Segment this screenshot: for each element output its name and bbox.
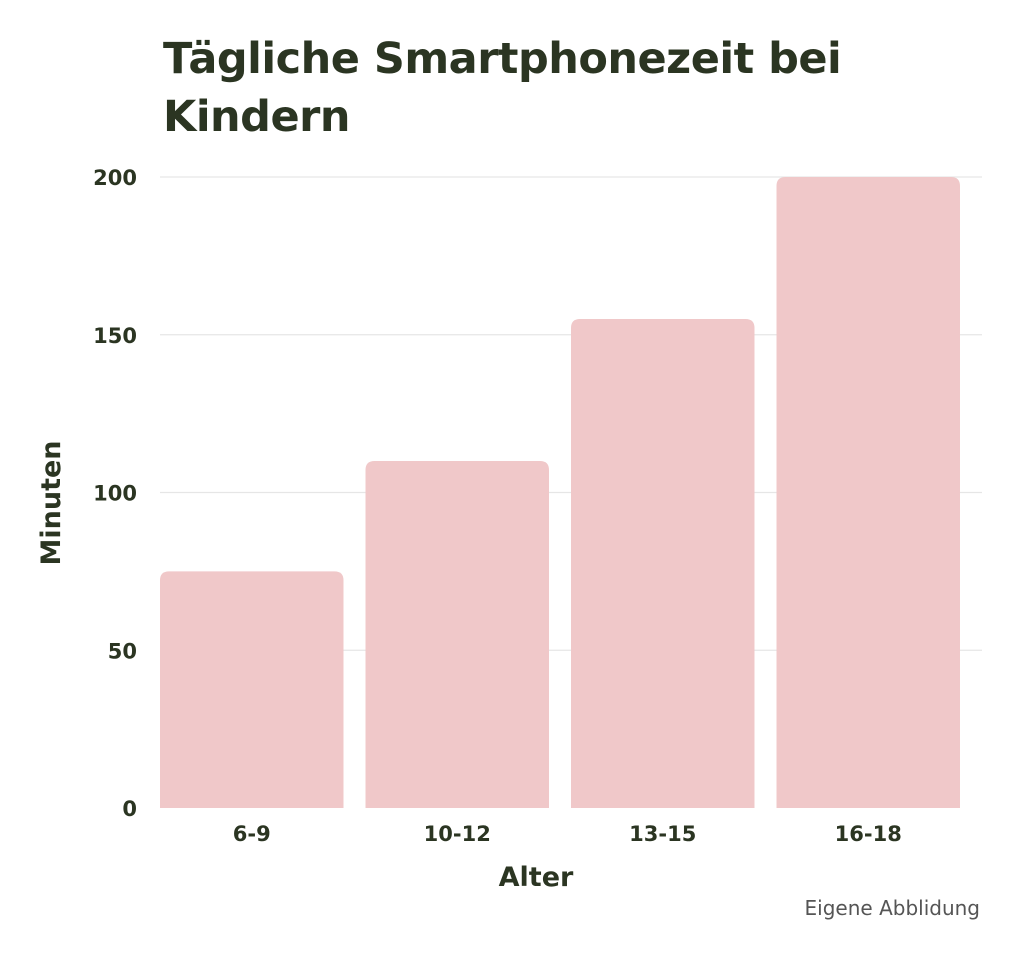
bar-6-9 — [160, 571, 344, 808]
y-tick-label: 0 — [122, 797, 137, 821]
x-axis-title: Alter — [499, 862, 574, 893]
x-tick-label: 6-9 — [233, 822, 271, 846]
bar-10-12 — [365, 460, 549, 808]
bar-16-18 — [776, 177, 960, 808]
source-note: Eigene Abblidung — [804, 896, 980, 920]
x-tick-label: 16-18 — [835, 822, 902, 846]
x-tick-label: 10-12 — [424, 822, 491, 846]
x-axis-ticks: 6-9 10-12 13-15 16-18 — [233, 822, 902, 846]
x-tick-label: 13-15 — [629, 822, 696, 846]
y-tick-label: 100 — [93, 482, 137, 506]
bar-13-15 — [571, 318, 755, 808]
y-tick-label: 150 — [93, 324, 137, 348]
y-tick-label: 50 — [108, 639, 137, 663]
y-tick-label: 200 — [93, 166, 137, 190]
y-axis-ticks: 0 50 100 150 200 — [93, 166, 137, 821]
bar-series — [160, 177, 960, 808]
y-axis-title: Minuten — [36, 440, 67, 565]
chart-title: Tägliche Smartphonezeit bei Kindern — [163, 34, 842, 142]
